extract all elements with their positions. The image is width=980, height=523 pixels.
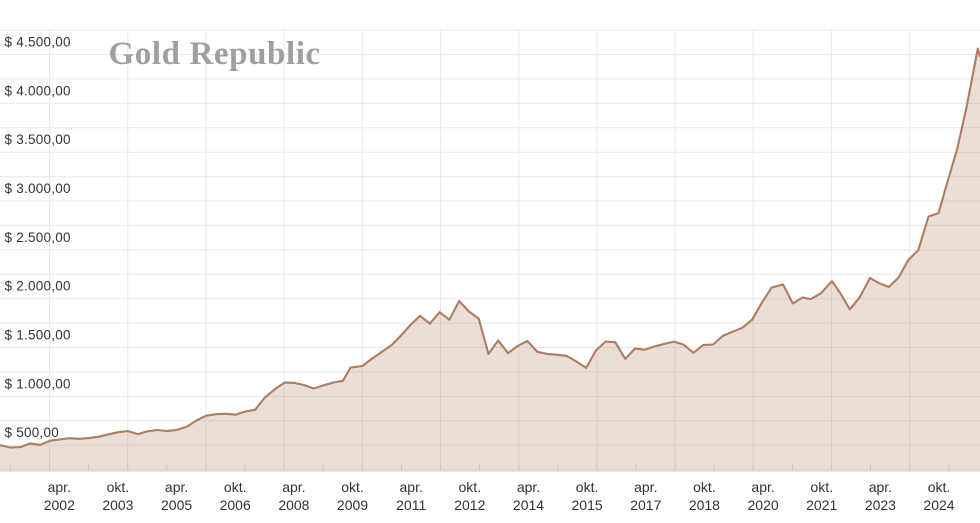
- svg-text:2012: 2012: [454, 497, 485, 513]
- svg-text:okt.: okt.: [810, 479, 833, 495]
- svg-text:$ 4.000,00: $ 4.000,00: [5, 83, 71, 98]
- svg-text:2009: 2009: [337, 497, 368, 513]
- svg-text:2023: 2023: [865, 497, 896, 513]
- svg-text:$ 1.500,00: $ 1.500,00: [5, 328, 71, 343]
- svg-text:okt.: okt.: [107, 479, 130, 495]
- svg-text:$ 1.000,00: $ 1.000,00: [5, 376, 71, 391]
- svg-text:$ 3.500,00: $ 3.500,00: [5, 132, 71, 147]
- svg-text:okt.: okt.: [693, 479, 716, 495]
- svg-text:$ 2.500,00: $ 2.500,00: [5, 230, 71, 245]
- svg-text:okt.: okt.: [928, 479, 951, 495]
- svg-text:$ 3.000,00: $ 3.000,00: [5, 181, 71, 196]
- svg-text:okt.: okt.: [224, 479, 247, 495]
- svg-text:2002: 2002: [44, 497, 75, 513]
- svg-text:2005: 2005: [161, 497, 192, 513]
- svg-text:$ 500,00: $ 500,00: [5, 425, 60, 440]
- svg-text:2018: 2018: [689, 497, 720, 513]
- svg-text:2020: 2020: [748, 497, 779, 513]
- svg-text:apr.: apr.: [751, 479, 774, 495]
- svg-text:okt.: okt.: [576, 479, 599, 495]
- svg-text:2024: 2024: [923, 497, 954, 513]
- svg-text:2017: 2017: [630, 497, 661, 513]
- svg-text:2003: 2003: [102, 497, 133, 513]
- svg-text:apr.: apr.: [400, 479, 423, 495]
- svg-text:apr.: apr.: [48, 479, 71, 495]
- svg-text:apr.: apr.: [165, 479, 188, 495]
- svg-text:2006: 2006: [220, 497, 251, 513]
- svg-text:Gold Republic: Gold Republic: [109, 36, 321, 72]
- svg-text:2015: 2015: [572, 497, 603, 513]
- svg-text:apr.: apr.: [634, 479, 657, 495]
- svg-text:apr.: apr.: [869, 479, 892, 495]
- svg-text:okt.: okt.: [459, 479, 482, 495]
- svg-text:apr.: apr.: [282, 479, 305, 495]
- svg-text:2021: 2021: [806, 497, 837, 513]
- svg-text:$ 4.500,00: $ 4.500,00: [5, 35, 71, 50]
- svg-text:2014: 2014: [513, 497, 544, 513]
- svg-text:apr.: apr.: [517, 479, 540, 495]
- svg-text:$ 2.000,00: $ 2.000,00: [5, 279, 71, 294]
- svg-text:2008: 2008: [278, 497, 309, 513]
- svg-text:2011: 2011: [396, 497, 426, 513]
- svg-text:okt.: okt.: [341, 479, 364, 495]
